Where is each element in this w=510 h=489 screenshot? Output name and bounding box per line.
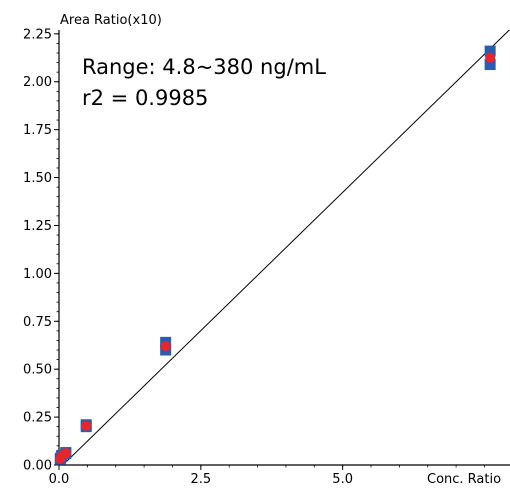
axis-ticks: 0.00 0.25 0.50 0.75 1.00 1.25 1.50 1.75 2.00 2.25… xyxy=(23,27,485,487)
y-tick-label: 0.25 xyxy=(23,411,52,426)
fit-line xyxy=(62,30,510,465)
y-tick-label: 0.75 xyxy=(23,315,52,330)
data-points xyxy=(54,45,496,465)
y-tick-label: 1.25 xyxy=(23,219,52,234)
mean-point xyxy=(160,341,171,352)
y-tick-label: 2.25 xyxy=(23,27,52,42)
y-axis-label: Area Ratio(x10) xyxy=(60,13,162,28)
y-tick-label: 1.50 xyxy=(23,171,52,186)
r2-annotation: r2 = 0.9985 xyxy=(82,86,208,110)
x-tick-label: 2.5 xyxy=(190,472,211,487)
y-tick-label: 1.00 xyxy=(23,267,52,282)
replicate-point xyxy=(484,45,496,57)
fit-line-group xyxy=(62,30,510,465)
y-tick-label: 2.00 xyxy=(23,75,52,90)
y-tick-label: 0.50 xyxy=(23,363,52,378)
x-tick-label: 0.0 xyxy=(49,472,70,487)
mean-point xyxy=(60,448,71,459)
y-tick-label: 1.75 xyxy=(23,123,52,138)
mean-point xyxy=(485,52,496,63)
mean-point xyxy=(81,420,92,431)
x-tick-label: 5.0 xyxy=(332,472,353,487)
range-annotation: Range: 4.8~380 ng/mL xyxy=(82,55,326,79)
replicate-point xyxy=(484,58,496,70)
x-axis-label: Conc. Ratio xyxy=(427,472,501,487)
y-tick-label: 0.00 xyxy=(23,459,52,474)
